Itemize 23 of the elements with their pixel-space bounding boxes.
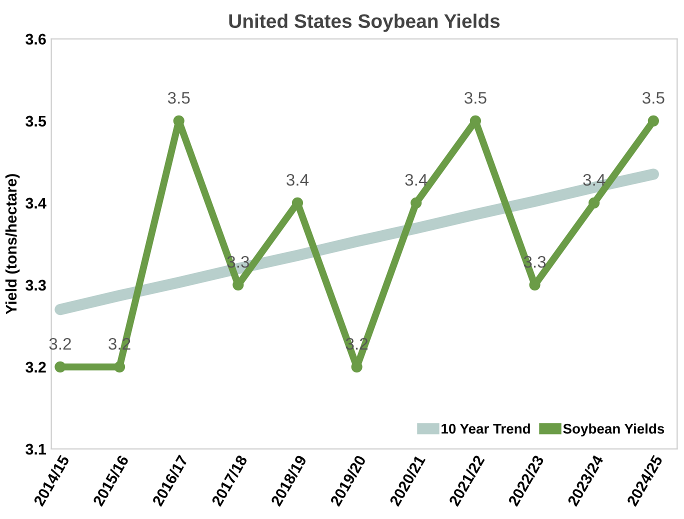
data-label: 3.5 bbox=[642, 92, 664, 104]
y-tick-label: 3.1 bbox=[26, 444, 46, 455]
point bbox=[588, 197, 600, 208]
y-axis-title: Yield (tons/hectare) bbox=[5, 174, 20, 314]
data-label: 3.5 bbox=[464, 92, 486, 104]
point bbox=[114, 361, 126, 372]
data-label: 3.4 bbox=[583, 174, 606, 186]
data-label: 3.2 bbox=[49, 338, 71, 350]
y-tick-label: 3.2 bbox=[26, 362, 46, 373]
point bbox=[648, 115, 659, 126]
legend-label: 10 Year Trend bbox=[442, 423, 530, 434]
y-tick-label: 3.4 bbox=[26, 198, 46, 209]
legend-label: Soybean Yields bbox=[563, 423, 664, 436]
data-label: 3.4 bbox=[286, 174, 309, 186]
data-label: 3.5 bbox=[168, 92, 190, 104]
data-label: 3.4 bbox=[405, 174, 428, 186]
y-tick-label: 3.3 bbox=[26, 280, 46, 291]
chart-title: United States Soybean Yields bbox=[229, 14, 500, 32]
data-label: 3.3 bbox=[227, 256, 250, 268]
point bbox=[410, 197, 422, 208]
point bbox=[54, 361, 66, 372]
y-tick-label: 3.5 bbox=[26, 116, 46, 127]
y-tick-label: 3.6 bbox=[26, 34, 46, 45]
